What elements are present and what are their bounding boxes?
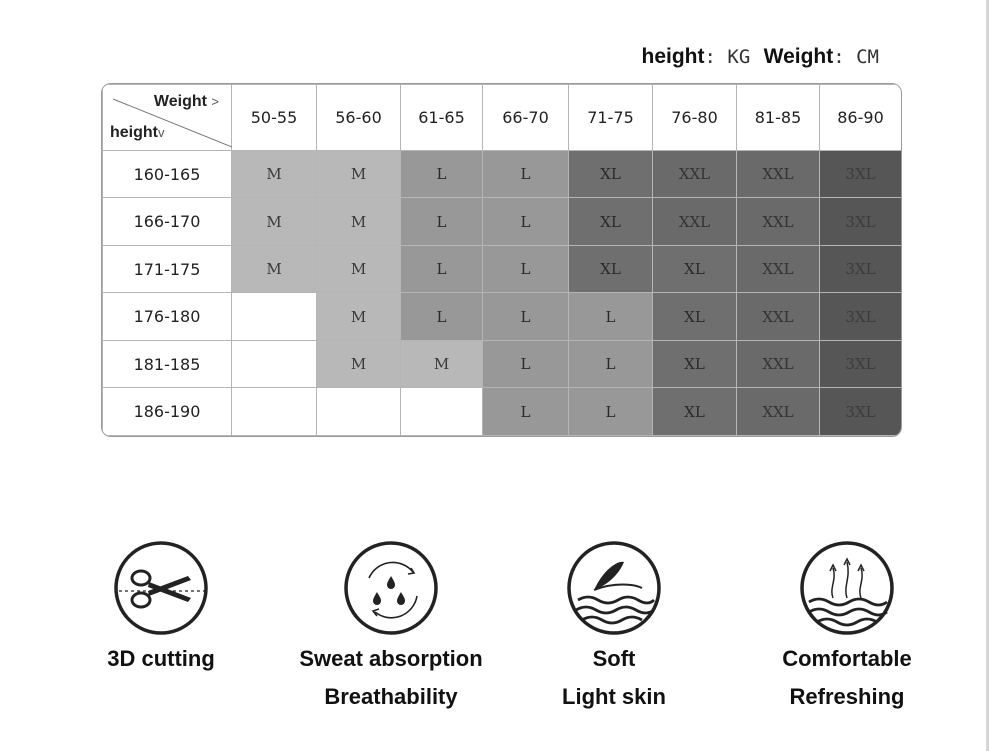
size-row: 181-185 M M L L XL XXL 3XL xyxy=(102,339,901,389)
empty-size-cell xyxy=(231,387,317,436)
size-cell: L xyxy=(482,387,569,436)
size-cell: L xyxy=(400,197,483,246)
size-cell: XL xyxy=(652,339,737,389)
size-cell: 3XL xyxy=(819,339,901,389)
size-cell: 3XL xyxy=(819,149,901,199)
units-weight-label: Weight xyxy=(763,45,834,68)
size-cell: XXL xyxy=(736,197,820,246)
height-range-cell: 181-185 xyxy=(102,339,232,389)
empty-size-cell xyxy=(400,387,483,436)
corner-weight-label: Weight > xyxy=(153,93,219,110)
size-cell: XL xyxy=(652,292,737,341)
size-cell: M xyxy=(316,149,401,199)
size-cell: M xyxy=(316,244,401,294)
height-range-cell: 186-190 xyxy=(102,387,232,436)
size-cell: XL xyxy=(568,244,653,294)
size-cell: L xyxy=(482,197,569,246)
size-cell: L xyxy=(568,339,653,389)
size-cell: 3XL xyxy=(819,292,901,341)
size-cell: XXL xyxy=(736,339,820,389)
feature-line1: 3D cutting xyxy=(107,646,215,671)
height-range-cell: 176-180 xyxy=(102,292,232,341)
empty-size-cell xyxy=(231,292,317,341)
weight-range-header: 81-85 xyxy=(736,84,820,151)
size-cell: M xyxy=(231,149,317,199)
size-cell: M xyxy=(316,339,401,389)
size-cell: XL xyxy=(652,387,737,436)
size-cell: L xyxy=(568,292,653,341)
size-cell: L xyxy=(568,387,653,436)
units-weight-unit: : CM xyxy=(833,46,879,68)
scissors-icon xyxy=(114,541,208,635)
feature-comfortable: Comfortable Refreshing xyxy=(737,538,957,710)
table-header-row: Weight > heightv 50-55 56-60 61-65 66-70… xyxy=(102,84,901,151)
size-cell: XXL xyxy=(652,197,737,246)
size-cell: L xyxy=(400,244,483,294)
size-cell: XXL xyxy=(652,149,737,199)
feature-line2: Refreshing xyxy=(789,684,905,709)
size-cell: M xyxy=(400,339,483,389)
weight-range-header: 61-65 xyxy=(400,84,483,151)
size-cell: L xyxy=(400,149,483,199)
size-cell: 3XL xyxy=(819,387,901,436)
feature-3d-cutting: 3D cutting xyxy=(51,538,271,684)
weight-range-header: 76-80 xyxy=(652,84,737,151)
corner-diagonal-line xyxy=(112,98,232,148)
size-cell: XXL xyxy=(736,292,820,341)
size-cell: XL xyxy=(568,197,653,246)
units-note: height: KG Weight: CM xyxy=(642,44,880,69)
size-row: 186-190 L L XL XXL 3XL xyxy=(102,387,901,436)
feature-line2: Light skin xyxy=(562,684,666,709)
size-cell: L xyxy=(482,292,569,341)
size-cell: M xyxy=(316,292,401,341)
feature-sweat-absorption: Sweat absorption Breathability xyxy=(281,538,501,710)
size-cell: 3XL xyxy=(819,197,901,246)
empty-size-cell xyxy=(231,339,317,389)
size-row: 171-175 M M L L XL XL XXL 3XL xyxy=(102,244,901,294)
size-cell: XXL xyxy=(736,244,820,294)
feature-line2: Breathability xyxy=(324,684,458,709)
size-chart: Weight > heightv 50-55 56-60 61-65 66-70… xyxy=(101,83,902,437)
size-table-body: 160-165 M M L L XL XXL XXL 3XL 166-170 M M L L XL XXL XX… xyxy=(102,149,901,436)
size-cell: L xyxy=(482,149,569,199)
size-cell: M xyxy=(316,197,401,246)
feather-icon xyxy=(567,541,661,635)
water-drops-icon xyxy=(344,541,438,635)
units-height-unit: : KG xyxy=(704,46,751,68)
size-row: 166-170 M M L L XL XXL XXL 3XL xyxy=(102,197,901,246)
table-corner-cell: Weight > heightv xyxy=(102,84,232,151)
airflow-waves-icon xyxy=(800,541,894,635)
size-row: 176-180 M L L L XL XXL 3XL xyxy=(102,292,901,341)
size-cell: M xyxy=(231,244,317,294)
weight-range-header: 86-90 xyxy=(819,84,901,151)
units-height-label: height xyxy=(641,45,705,68)
weight-range-header: 66-70 xyxy=(482,84,569,151)
size-cell: XL xyxy=(652,244,737,294)
height-range-cell: 171-175 xyxy=(102,244,232,294)
size-cell: XL xyxy=(568,149,653,199)
corner-height-label: heightv xyxy=(110,123,165,141)
size-cell: XXL xyxy=(736,149,820,199)
feature-line1: Soft xyxy=(592,646,636,671)
right-edge-divider xyxy=(986,0,989,751)
height-range-cell: 166-170 xyxy=(102,197,232,246)
weight-range-header: 71-75 xyxy=(568,84,653,151)
size-cell: L xyxy=(400,292,483,341)
size-table: Weight > heightv 50-55 56-60 61-65 66-70… xyxy=(102,84,901,436)
size-cell: L xyxy=(482,339,569,389)
feature-line1: Comfortable xyxy=(782,646,912,671)
empty-size-cell xyxy=(316,387,401,436)
height-range-cell: 160-165 xyxy=(102,149,232,199)
size-row: 160-165 M M L L XL XXL XXL 3XL xyxy=(102,149,901,199)
feature-soft: Soft Light skin xyxy=(504,538,724,710)
weight-range-header: 56-60 xyxy=(316,84,401,151)
size-cell: XXL xyxy=(736,387,820,436)
size-cell: L xyxy=(482,244,569,294)
feature-line1: Sweat absorption xyxy=(299,646,483,671)
weight-range-header: 50-55 xyxy=(231,84,317,151)
size-cell: M xyxy=(231,197,317,246)
size-cell: 3XL xyxy=(819,244,901,294)
